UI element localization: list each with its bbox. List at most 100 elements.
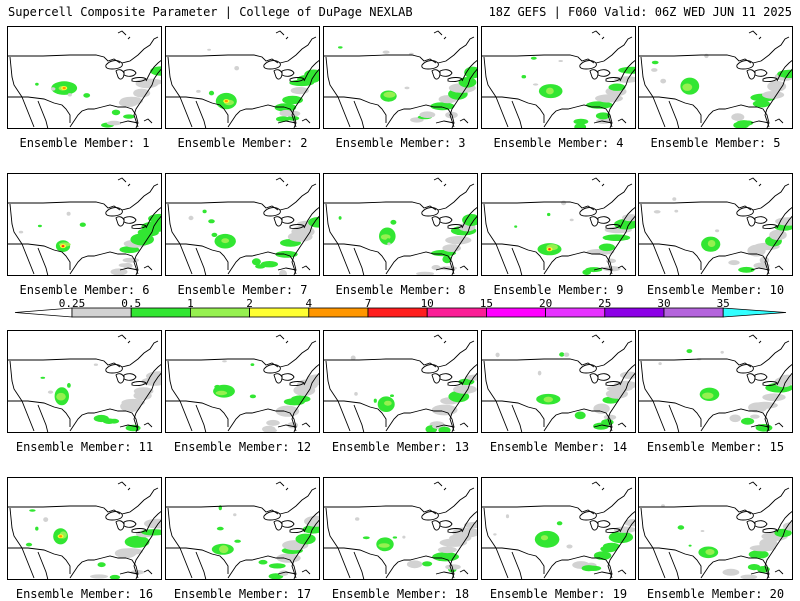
scp-contour <box>118 263 131 268</box>
map-outline <box>275 177 285 183</box>
map-outline <box>758 340 762 344</box>
map-panel-member-19 <box>481 477 636 580</box>
colorbar-segment <box>189 307 250 318</box>
scp-contour <box>774 528 792 538</box>
map-outline <box>758 487 762 491</box>
map-canvas <box>482 30 635 128</box>
map-outline <box>8 547 71 574</box>
map-outline <box>639 201 752 211</box>
scp-contour <box>83 93 91 98</box>
member-caption: Ensemble Member: 5 <box>650 136 781 150</box>
colorbar-tick-label: 4 <box>305 297 313 310</box>
map-outline <box>337 96 351 128</box>
scp-contour <box>595 112 611 120</box>
map-outline <box>324 243 387 270</box>
member-caption: Ensemble Member: 8 <box>335 283 466 297</box>
map-outline <box>754 216 768 224</box>
map-outline <box>762 381 778 387</box>
map-outline <box>133 215 161 275</box>
map-outline <box>439 216 453 224</box>
scp-contour <box>290 87 309 95</box>
member-caption: Ensemble Member: 18 <box>331 587 470 601</box>
map-outline <box>599 106 613 128</box>
map-outline <box>324 54 437 64</box>
page-title: Supercell Composite Parameter | College … <box>8 5 413 19</box>
map-outline <box>279 183 317 211</box>
scp-contour <box>653 210 661 214</box>
scp-contour <box>304 69 319 81</box>
map-outline <box>131 381 147 387</box>
map-outline <box>774 118 784 124</box>
map-outline <box>301 265 311 271</box>
scp-contour <box>452 527 477 538</box>
member-caption: Ensemble Member: 9 <box>493 283 624 297</box>
map-outline <box>123 216 137 224</box>
map-outline <box>439 520 453 528</box>
map-outline <box>746 373 756 384</box>
member-caption: Ensemble Member: 3 <box>335 136 466 150</box>
map-outline <box>437 487 475 515</box>
scp-contour <box>495 352 500 358</box>
map-outline <box>459 265 469 271</box>
map-panel-member-10 <box>638 173 793 276</box>
map-outline <box>127 183 131 187</box>
map-outline <box>483 203 497 245</box>
map-outline <box>9 56 23 98</box>
map-outline <box>591 334 601 340</box>
map-outline <box>301 422 311 428</box>
scp-contour <box>355 517 360 521</box>
map-outline <box>639 547 702 574</box>
map-canvas <box>324 334 477 432</box>
map-outline <box>303 511 319 533</box>
scp-contour <box>605 258 617 264</box>
map-outline <box>449 519 477 579</box>
map-outline <box>37 404 49 432</box>
scp-contour <box>25 542 33 547</box>
map-outline <box>482 358 595 368</box>
map-outline <box>143 422 153 428</box>
map-outline <box>511 551 523 579</box>
scp-contour <box>35 82 39 86</box>
scp-contour <box>390 394 394 397</box>
map-panel-member-20 <box>638 477 793 580</box>
scp-contour <box>59 535 63 538</box>
scp-contour <box>432 552 459 562</box>
map-outline <box>275 30 285 36</box>
map-outline <box>123 373 137 381</box>
scp-contour <box>383 91 396 98</box>
scp-contour <box>276 116 290 122</box>
map-outline <box>511 247 523 275</box>
map-outline <box>595 36 633 64</box>
map-outline <box>166 358 279 368</box>
colorbar-tick-label: 2 <box>246 297 253 310</box>
scp-contour <box>234 539 241 543</box>
scp-contour <box>569 218 574 222</box>
map-outline <box>597 69 611 77</box>
scp-contour <box>622 214 635 222</box>
scp-contour <box>769 229 787 241</box>
colorbar-over-arrow <box>722 307 787 318</box>
map-outline <box>640 360 654 402</box>
map-outline <box>285 183 289 187</box>
map-outline <box>639 96 702 123</box>
map-panel-member-3 <box>323 26 478 129</box>
map-outline <box>758 36 762 40</box>
map-outline <box>303 207 319 229</box>
map-outline <box>131 77 147 83</box>
map-outline <box>385 104 442 128</box>
scp-contour <box>705 549 715 555</box>
scp-contour <box>208 219 215 224</box>
map-outline <box>119 120 139 124</box>
scp-contour <box>762 91 785 99</box>
map-outline <box>303 364 319 386</box>
scp-contour <box>658 362 662 366</box>
map-outline <box>443 487 447 491</box>
map-outline <box>195 247 207 275</box>
scp-contour <box>540 535 549 541</box>
map-outline <box>21 96 35 128</box>
scp-contour <box>548 248 551 251</box>
scp-contour <box>141 529 161 536</box>
map-outline <box>9 203 23 245</box>
map-outline <box>461 60 477 82</box>
scp-contour <box>702 392 714 399</box>
